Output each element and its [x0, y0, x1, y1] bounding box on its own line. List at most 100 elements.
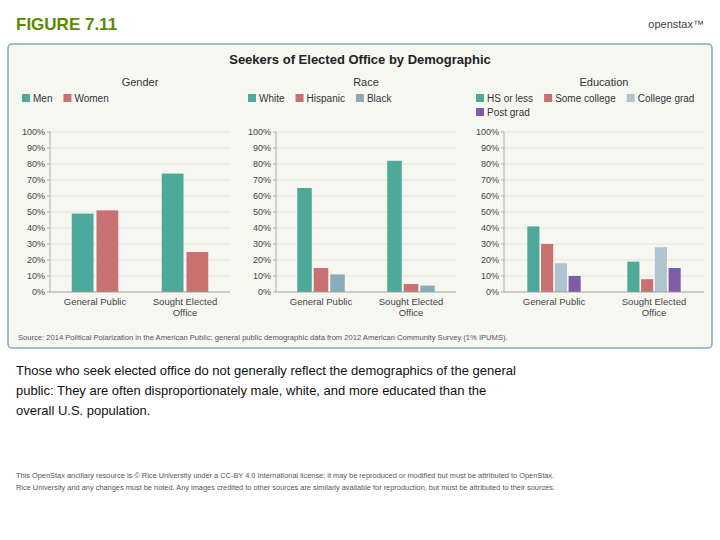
tick-label: 70% [27, 175, 45, 185]
tick-mark [47, 212, 50, 213]
legend: HS or lessSome collegeCollege gradPost g… [476, 93, 694, 118]
legend-swatch [296, 94, 304, 102]
grid-line [276, 132, 456, 133]
tick-mark [273, 228, 276, 229]
grid-line [276, 148, 456, 149]
bar [555, 263, 567, 292]
y-axis [276, 132, 277, 292]
footer: This OpenStax ancillary resource is © Ri… [16, 471, 554, 480]
tick-label: 100% [22, 127, 45, 137]
legend-label: White [259, 93, 285, 104]
legend-item: HS or less [476, 93, 533, 104]
legend: Men Women [22, 93, 109, 104]
legend-swatch [476, 94, 484, 102]
bar [314, 268, 329, 292]
tick-label: 80% [27, 159, 45, 169]
tick-mark [273, 244, 276, 245]
tick-mark [47, 292, 50, 293]
grid-line [276, 180, 456, 181]
grid-line [504, 212, 704, 213]
chart-svg: FIGURE 7.11openstax™Seekers of Elected O… [0, 0, 720, 540]
bar [404, 284, 419, 292]
tick-mark [273, 180, 276, 181]
category-label: General Public [290, 296, 353, 307]
grid-line [50, 148, 230, 149]
tick-mark [47, 148, 50, 149]
category-label: Sought ElectedOffice [153, 296, 217, 318]
caption: public: They are often disproportionatel… [16, 383, 486, 398]
bar [162, 174, 184, 292]
legend-label: Post grad [487, 107, 530, 118]
tick-mark [47, 228, 50, 229]
tick-label: 100% [248, 127, 271, 137]
grid-line [276, 164, 456, 165]
bar [527, 226, 539, 292]
x-axis [504, 292, 704, 293]
tick-label: 30% [253, 239, 271, 249]
tick-label: 0% [486, 287, 499, 297]
tick-mark [273, 196, 276, 197]
bar [387, 161, 402, 292]
tick-mark [273, 148, 276, 149]
tick-label: 60% [481, 191, 499, 201]
tick-mark [273, 276, 276, 277]
tick-mark [501, 164, 504, 165]
category-label-line: Sought Elected [622, 296, 686, 307]
bar [641, 279, 653, 292]
category-label: General Public [523, 296, 586, 307]
legend-item: Women [63, 93, 108, 104]
bar [569, 276, 581, 292]
tick-mark [47, 244, 50, 245]
legend-item: White [248, 93, 285, 104]
category-label-line: General Public [64, 296, 127, 307]
source-note: Source: 2014 Political Polarization in t… [18, 333, 508, 342]
caption: Those who seek elected office do not gen… [16, 363, 516, 378]
legend-label: Men [33, 93, 52, 104]
tick-label: 90% [481, 143, 499, 153]
bar [627, 262, 639, 292]
grid-line [50, 292, 230, 293]
legend-item: Post grad [476, 107, 530, 118]
chart-title: Seekers of Elected Office by Demographic [229, 52, 491, 67]
grid-line [504, 196, 704, 197]
legend-swatch [627, 94, 635, 102]
tick-mark [501, 228, 504, 229]
tick-mark [47, 260, 50, 261]
grid-line [504, 132, 704, 133]
panel-title: Education [580, 76, 629, 88]
legend-label: Black [367, 93, 392, 104]
tick-mark [501, 212, 504, 213]
panel: RaceWhiteHispanicBlack0%10%20%30%40%50%6… [248, 76, 456, 318]
category-label-line: Office [173, 307, 198, 318]
panel: EducationHS or lessSome collegeCollege g… [476, 76, 704, 318]
bar [330, 274, 345, 292]
x-axis [50, 292, 230, 293]
grid-line [50, 164, 230, 165]
logo-text: openstax™ [648, 18, 704, 30]
tick-label: 90% [27, 143, 45, 153]
tick-label: 50% [481, 207, 499, 217]
tick-mark [501, 260, 504, 261]
tick-label: 70% [253, 175, 271, 185]
legend-swatch [22, 94, 30, 102]
bar [72, 214, 94, 292]
bar [655, 247, 667, 292]
tick-label: 100% [476, 127, 499, 137]
chart-box [8, 44, 712, 348]
legend-item: Some college [544, 93, 616, 104]
panel-title: Gender [122, 76, 159, 88]
category-label-line: Sought Elected [379, 296, 443, 307]
tick-label: 50% [253, 207, 271, 217]
tick-mark [501, 132, 504, 133]
bar [96, 210, 118, 292]
grid-line [50, 196, 230, 197]
tick-label: 20% [27, 255, 45, 265]
tick-label: 10% [481, 271, 499, 281]
tick-mark [47, 180, 50, 181]
legend-swatch [248, 94, 256, 102]
tick-label: 20% [481, 255, 499, 265]
legend-label: HS or less [487, 93, 533, 104]
tick-label: 10% [27, 271, 45, 281]
grid-line [504, 164, 704, 165]
category-label: Sought ElectedOffice [622, 296, 686, 318]
